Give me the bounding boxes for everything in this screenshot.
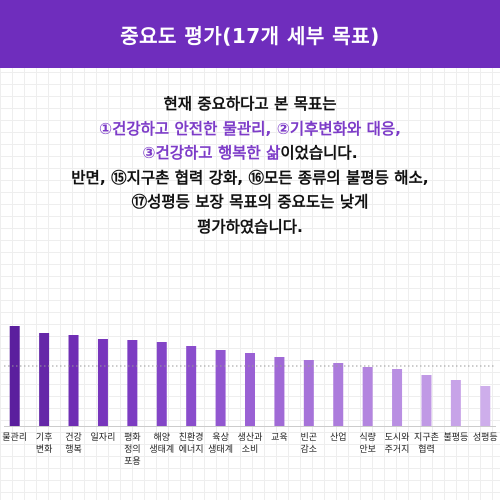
x-tick-label: 지구촌 협력 [414,432,439,455]
summary-line-2: ①건강하고 안전한 물관리, ②기후변화와 대응, [98,119,402,138]
x-tick-label-line: 물관리 [2,432,27,443]
summary-line-3-rest: 이었습니다. [280,144,358,162]
bar [245,353,255,426]
x-tick-label: 해양 생태계 [149,432,174,455]
x-tick-label: 산업 [330,432,347,443]
summary-line-3-highlight: ③건강하고 행복한 삶 [142,144,281,162]
bar [68,335,79,426]
x-tick-label-line: 협력 [418,443,435,455]
x-tick-label-line: 육상 [212,432,229,443]
bar [392,369,403,426]
x-tick-label: 기후 변화 [36,432,53,455]
bar [156,342,167,426]
bar [362,367,373,426]
x-tick-label-line: 불평등 [443,432,468,443]
x-tick-label-line: 산업 [330,432,347,443]
bar [421,375,432,426]
bar [127,340,138,426]
x-tick-label: 일자리 [91,432,116,443]
summary-text: 현재 중요하다고 본 목표는 ①건강하고 안전한 물관리, ②기후변화와 대응,… [0,92,500,239]
x-tick-label-line: 주거지 [385,444,410,455]
x-tick-label-line: 평화 [124,432,141,443]
x-tick-label: 육상 생태계 [208,432,233,455]
x-tick-label: 물관리 [2,432,27,443]
x-tick-label-line: 일자리 [91,432,116,443]
summary-line-6: 평가하였습니다. [197,217,303,236]
x-tick-label-line: 포용 [124,456,141,467]
x-tick-label: 친환경 에너지 [179,431,204,455]
x-tick-label: 불평등 [443,432,468,443]
x-tick-label-line: 생산과 [238,432,263,443]
bar [333,363,344,426]
x-tick-label: 도시와 주거지 [385,431,410,455]
bar [186,346,197,426]
x-tick-label-line: 행복 [65,443,82,455]
summary-line-4: 반면, ⑮지구촌 협력 강화, ⑯모든 종류의 불평등 해소, [71,168,429,187]
x-tick-label-line: 감소 [301,443,318,455]
summary-line-3: ③건강하고 행복한 삶이었습니다. [0,141,500,166]
bar [303,360,314,426]
x-tick-label-line: 정의 [124,444,141,455]
x-tick-label-line: 소비 [242,444,259,455]
header-banner: 중요도 평가(17개 세부 목표) [0,0,500,68]
bar [450,380,461,426]
x-tick-label: 생산과 소비 [238,432,263,455]
x-tick-label-line: 교육 [271,432,288,443]
x-tick-label: 빈곤 감소 [301,432,318,455]
summary-line-5: ⑰성평등 보장 목표의 중요도는 낮게 [131,193,369,211]
x-tick-label-line: 생태계 [208,443,233,455]
x-tick-label-line: 식량 [359,431,376,443]
summary-line-1: 현재 중요하다고 본 목표는 [163,95,337,113]
bar [39,333,50,426]
x-tick-label: 성평등 [473,432,498,443]
x-tick-label-line: 도시와 [385,431,410,443]
bar [215,350,226,426]
x-tick-label-line: 건강 [65,432,82,443]
x-tick-label-line: 기후 [36,432,53,443]
x-tick-label-line: 지구촌 [414,432,439,443]
x-tick-label: 평화 정의 포용 [124,432,141,467]
page-title: 중요도 평가(17개 세부 목표) [120,23,380,48]
x-tick-label-line: 안보 [359,444,376,455]
x-tick-label-line: 성평등 [473,432,498,443]
bar [274,357,285,426]
x-tick-label-line: 빈곤 [301,432,318,443]
x-tick-label-line: 생태계 [149,443,174,455]
bar [9,326,20,426]
x-tick-label: 건강 행복 [65,432,82,455]
x-tick-label-line: 변화 [36,444,53,455]
x-tick-label-line: 친환경 [179,431,204,443]
bar [480,386,491,426]
x-tick-label-line: 에너지 [179,444,204,455]
x-tick-label: 식량 안보 [359,431,376,455]
x-tick-label: 교육 [271,432,288,443]
x-tick-label-line: 해양 [153,432,170,443]
bar [97,339,108,426]
